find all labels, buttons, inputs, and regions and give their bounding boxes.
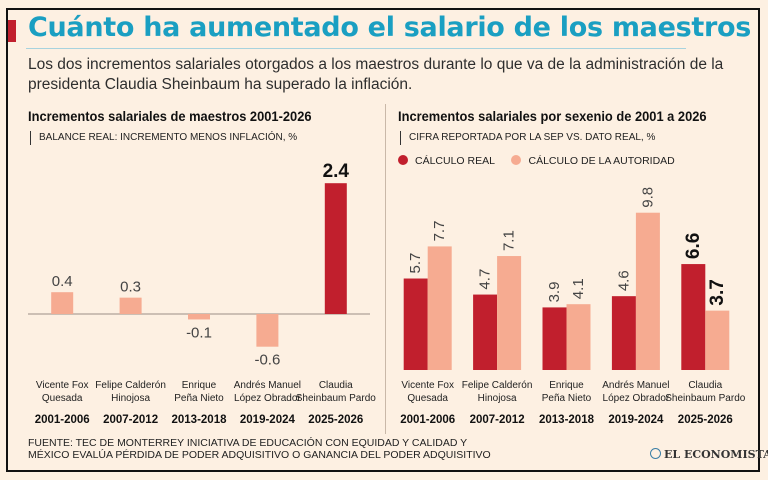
left-category-period-1: 2007-2012 — [103, 414, 158, 426]
right-category-label-2-1: Peña Nieto — [542, 393, 592, 404]
left-category-label-1-0: Felipe Calderón — [95, 380, 166, 391]
left-category-period-3: 2019-2024 — [240, 414, 296, 426]
left-category-period-4: 2025-2026 — [308, 414, 363, 426]
right-data-label-real-4: 6.6 — [683, 233, 704, 259]
left-data-label-2: -0.1 — [186, 324, 212, 341]
left-category-period-0: 2001-2006 — [35, 414, 90, 426]
right-category-label-4-0: Claudia — [688, 380, 722, 391]
left-category-label-2-0: Enrique — [182, 380, 217, 391]
left-bar-2 — [188, 314, 210, 320]
title-accent-bar — [8, 20, 16, 42]
right-bar-authority-3 — [635, 212, 660, 370]
right-bar-authority-2 — [566, 304, 591, 370]
right-data-label-authority-0: 7.7 — [431, 221, 448, 242]
left-data-label-1: 0.3 — [120, 279, 141, 296]
legend-swatch-authority — [511, 155, 522, 165]
legend-item-real: CÁLCULO REAL — [398, 155, 497, 167]
right-data-label-real-1: 4.7 — [477, 269, 494, 290]
left-bar-1 — [119, 297, 142, 314]
left-category-label-0-0: Vicente Fox — [36, 380, 89, 391]
right-bar-real-0 — [403, 278, 428, 370]
legend-label-real: CÁLCULO REAL — [415, 155, 495, 167]
legend-label-authority: CÁLCULO DE LA AUTORIDAD — [528, 155, 675, 167]
right-bar-authority-1 — [497, 256, 522, 370]
frame-border — [6, 8, 760, 472]
source-footer: FUENTE: TEC DE MONTERREY INICIATIVA DE E… — [28, 437, 491, 461]
left-category-period-2: 2013-2018 — [172, 414, 228, 426]
title-underline — [26, 48, 686, 49]
right-data-label-authority-3: 9.8 — [639, 187, 656, 208]
right-category-label-1-0: Felipe Calderón — [462, 380, 533, 391]
source-line-1: FUENTE: TEC DE MONTERREY INICIATIVA DE E… — [28, 437, 468, 449]
left-bar-0 — [51, 292, 74, 314]
right-category-label-1-1: Hinojosa — [478, 393, 517, 404]
page-subtitle: Los dos incrementos salariales otorgados… — [28, 56, 724, 93]
left-category-label-4-0: Claudia — [319, 380, 353, 391]
right-category-label-3-0: Andrés Manuel — [602, 380, 669, 391]
right-category-period-0: 2001-2006 — [400, 414, 455, 426]
right-data-label-authority-2: 4.1 — [570, 278, 587, 299]
right-data-label-real-0: 5.7 — [407, 253, 424, 274]
left-data-label-3: -0.6 — [254, 352, 280, 369]
left-bar-4 — [324, 183, 347, 314]
left-category-label-3-0: Andrés Manuel — [234, 380, 301, 391]
left-category-label-3-1: López Obrador — [234, 393, 301, 404]
right-category-period-3: 2019-2024 — [608, 414, 664, 426]
right-category-period-1: 2007-2012 — [470, 414, 525, 426]
right-category-label-2-0: Enrique — [549, 380, 584, 391]
right-chart-legend: CÁLCULO REAL CÁLCULO DE LA AUTORIDAD — [398, 155, 689, 167]
source-line-2: MÉXICO EVALÚA PÉRDIDA DE PODER ADQUISITI… — [28, 449, 491, 461]
right-category-label-3-1: López Obrador — [603, 393, 670, 404]
brand-name: EL ECONOMISTA — [664, 448, 768, 461]
right-bar-real-1 — [473, 294, 498, 370]
brand-logo: EL ECONOMISTA — [650, 448, 768, 461]
legend-item-authority: CÁLCULO DE LA AUTORIDAD — [511, 155, 675, 167]
page-title: Cuánto ha aumentado el salario de los ma… — [28, 12, 752, 43]
right-bar-real-4 — [681, 264, 706, 370]
left-bar-3 — [256, 314, 279, 347]
left-chart-title: Incrementos salariales de maestros 2001-… — [28, 108, 312, 124]
chart-divider — [385, 104, 386, 434]
right-chart-subtitle: CIFRA REPORTADA POR LA SEP VS. DATO REAL… — [400, 131, 655, 145]
right-category-label-0-0: Vicente Fox — [401, 380, 454, 391]
left-category-label-4-1: Sheinbaum Pardo — [296, 393, 376, 404]
right-category-label-4-1: Sheinbaum Pardo — [665, 393, 745, 404]
right-category-period-2: 2013-2018 — [539, 414, 595, 426]
left-category-label-1-1: Hinojosa — [111, 393, 150, 404]
legend-swatch-real — [398, 155, 408, 165]
right-bar-authority-0 — [427, 246, 452, 370]
right-data-label-authority-1: 7.1 — [501, 230, 518, 251]
right-category-label-0-1: Quesada — [407, 393, 448, 404]
left-data-label-0: 0.4 — [52, 273, 73, 290]
right-chart-title: Incrementos salariales por sexenio de 20… — [398, 108, 707, 124]
right-category-period-4: 2025-2026 — [678, 414, 733, 426]
left-category-label-0-1: Quesada — [42, 393, 83, 404]
globe-icon — [650, 448, 661, 459]
right-bar-authority-4 — [705, 310, 730, 370]
right-bar-real-2 — [542, 307, 567, 370]
left-category-label-2-1: Peña Nieto — [174, 393, 224, 404]
right-data-label-real-3: 4.6 — [615, 270, 632, 291]
right-data-label-real-2: 3.9 — [546, 282, 563, 303]
left-chart-subtitle: BALANCE REAL: INCREMENTO MENOS INFLACIÓN… — [30, 131, 297, 145]
right-bar-real-3 — [611, 296, 636, 370]
right-data-label-authority-4: 3.7 — [707, 279, 728, 305]
left-data-label-4: 2.4 — [323, 161, 350, 182]
